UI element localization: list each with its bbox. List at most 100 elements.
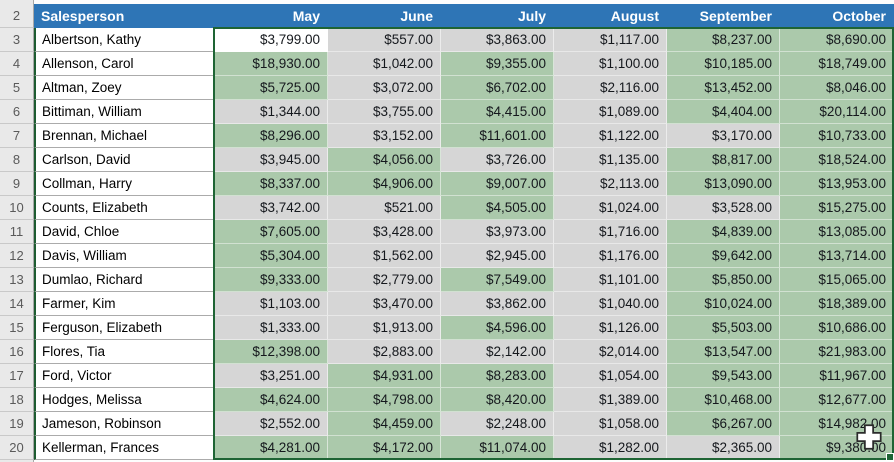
cell-value[interactable]: $3,862.00 (441, 292, 554, 316)
row-header[interactable]: 7 (0, 124, 34, 148)
cell-value[interactable]: $9,543.00 (667, 364, 780, 388)
cell-value[interactable]: $8,237.00 (667, 28, 780, 52)
cell-value[interactable]: $1,716.00 (554, 220, 667, 244)
cell-value[interactable]: $4,839.00 (667, 220, 780, 244)
cell-salesperson[interactable]: Collman, Harry (34, 172, 215, 196)
cell-value[interactable]: $21,983.00 (780, 340, 894, 364)
row-header[interactable]: 14 (0, 292, 34, 316)
cell-value[interactable]: $4,459.00 (328, 412, 441, 436)
cell-salesperson[interactable]: Flores, Tia (34, 340, 215, 364)
row-header[interactable]: 10 (0, 196, 34, 220)
cell-salesperson[interactable]: Brennan, Michael (34, 124, 215, 148)
cell-value[interactable]: $1,913.00 (328, 316, 441, 340)
cell-value[interactable]: $4,281.00 (215, 436, 328, 460)
cell-value[interactable]: $5,503.00 (667, 316, 780, 340)
cell-value[interactable]: $557.00 (328, 28, 441, 52)
cell-value[interactable]: $1,562.00 (328, 244, 441, 268)
cell-value[interactable]: $3,170.00 (667, 124, 780, 148)
cell-value[interactable]: $1,024.00 (554, 196, 667, 220)
cell-value[interactable]: $4,056.00 (328, 148, 441, 172)
cell-value[interactable]: $7,605.00 (215, 220, 328, 244)
fill-handle[interactable] (886, 453, 894, 461)
cell-value[interactable]: $13,085.00 (780, 220, 894, 244)
cell-value[interactable]: $10,185.00 (667, 52, 780, 76)
cell-value[interactable]: $18,749.00 (780, 52, 894, 76)
cell-value[interactable]: $3,742.00 (215, 196, 328, 220)
cell-value[interactable]: $9,007.00 (441, 172, 554, 196)
row-header-2[interactable]: 2 (0, 4, 34, 28)
cell-value[interactable]: $13,714.00 (780, 244, 894, 268)
cell-value[interactable]: $1,101.00 (554, 268, 667, 292)
cell-value[interactable]: $1,100.00 (554, 52, 667, 76)
cell-value[interactable]: $4,931.00 (328, 364, 441, 388)
cell-value[interactable]: $3,470.00 (328, 292, 441, 316)
row-header[interactable]: 20 (0, 436, 34, 460)
cell-value[interactable]: $1,344.00 (215, 100, 328, 124)
row-header[interactable]: 15 (0, 316, 34, 340)
cell-value[interactable]: $13,547.00 (667, 340, 780, 364)
row-header[interactable]: 3 (0, 28, 34, 52)
cell-value[interactable]: $10,733.00 (780, 124, 894, 148)
row-header[interactable]: 8 (0, 148, 34, 172)
cell-salesperson[interactable]: Jameson, Robinson (34, 412, 215, 436)
cell-value[interactable]: $1,054.00 (554, 364, 667, 388)
cell-value[interactable]: $4,404.00 (667, 100, 780, 124)
cell-salesperson[interactable]: Farmer, Kim (34, 292, 215, 316)
cell-salesperson[interactable]: Hodges, Melissa (34, 388, 215, 412)
column-header-may[interactable]: May (215, 4, 328, 28)
cell-value[interactable]: $1,176.00 (554, 244, 667, 268)
cell-value[interactable]: $4,624.00 (215, 388, 328, 412)
cell-salesperson[interactable]: Carlson, David (34, 148, 215, 172)
cell-value[interactable]: $10,024.00 (667, 292, 780, 316)
cell-value[interactable]: $2,883.00 (328, 340, 441, 364)
cell-value[interactable]: $1,389.00 (554, 388, 667, 412)
cell-value[interactable]: $10,468.00 (667, 388, 780, 412)
cell-value[interactable]: $10,686.00 (780, 316, 894, 340)
cell-value[interactable]: $4,906.00 (328, 172, 441, 196)
cell-value[interactable]: $15,275.00 (780, 196, 894, 220)
cell-value[interactable]: $12,398.00 (215, 340, 328, 364)
cell-value[interactable]: $15,065.00 (780, 268, 894, 292)
cell-value[interactable]: $3,726.00 (441, 148, 554, 172)
cell-value[interactable]: $1,040.00 (554, 292, 667, 316)
cell-value[interactable]: $2,248.00 (441, 412, 554, 436)
cell-value[interactable]: $3,528.00 (667, 196, 780, 220)
cell-salesperson[interactable]: Counts, Elizabeth (34, 196, 215, 220)
cell-value[interactable]: $8,337.00 (215, 172, 328, 196)
cell-value[interactable]: $2,945.00 (441, 244, 554, 268)
cell-value[interactable]: $2,365.00 (667, 436, 780, 460)
cell-value[interactable]: $8,690.00 (780, 28, 894, 52)
cell-salesperson[interactable]: Davis, William (34, 244, 215, 268)
cell-value[interactable]: $2,779.00 (328, 268, 441, 292)
cell-value[interactable]: $1,135.00 (554, 148, 667, 172)
cell-value[interactable]: $8,283.00 (441, 364, 554, 388)
cell-value[interactable]: $3,072.00 (328, 76, 441, 100)
row-header[interactable]: 16 (0, 340, 34, 364)
row-header[interactable]: 17 (0, 364, 34, 388)
row-header[interactable]: 18 (0, 388, 34, 412)
cell-value[interactable]: $3,755.00 (328, 100, 441, 124)
cell-salesperson[interactable]: Kellerman, Frances (34, 436, 215, 460)
cell-value[interactable]: $1,333.00 (215, 316, 328, 340)
cell-value[interactable]: $2,552.00 (215, 412, 328, 436)
cell-value[interactable]: $2,116.00 (554, 76, 667, 100)
cell-value[interactable]: $4,172.00 (328, 436, 441, 460)
cell-value[interactable]: $1,117.00 (554, 28, 667, 52)
row-header[interactable]: 9 (0, 172, 34, 196)
cell-value[interactable]: $8,817.00 (667, 148, 780, 172)
cell-value[interactable]: $9,642.00 (667, 244, 780, 268)
cell-value[interactable]: $1,122.00 (554, 124, 667, 148)
cell-value[interactable]: $4,505.00 (441, 196, 554, 220)
row-header[interactable]: 13 (0, 268, 34, 292)
cell-value[interactable]: $8,296.00 (215, 124, 328, 148)
cell-value[interactable]: $521.00 (328, 196, 441, 220)
cell-value[interactable]: $1,042.00 (328, 52, 441, 76)
cell-salesperson[interactable]: David, Chloe (34, 220, 215, 244)
column-header-september[interactable]: September (667, 4, 780, 28)
cell-value[interactable]: $9,333.00 (215, 268, 328, 292)
cell-value[interactable]: $3,251.00 (215, 364, 328, 388)
column-header-salesperson[interactable]: Salesperson (34, 4, 215, 28)
column-header-june[interactable]: June (328, 4, 441, 28)
cell-value[interactable]: $13,953.00 (780, 172, 894, 196)
cell-value[interactable]: $6,702.00 (441, 76, 554, 100)
